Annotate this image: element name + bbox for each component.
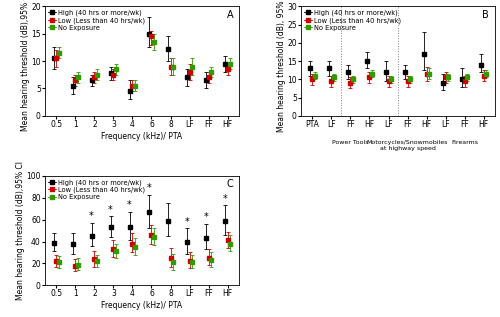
Text: Firearms: Firearms	[451, 140, 478, 145]
Text: *: *	[204, 212, 208, 223]
Text: A: A	[226, 10, 233, 20]
Text: *: *	[89, 211, 94, 221]
Text: *: *	[222, 194, 227, 204]
X-axis label: Frequency (kHz)/ PTA: Frequency (kHz)/ PTA	[102, 132, 182, 141]
Y-axis label: Mean hearing threshold (dB),95% CI: Mean hearing threshold (dB),95% CI	[16, 161, 25, 300]
Legend: High (40 hrs or more/wk), Low (Less than 40 hrs/wk), No Exposure: High (40 hrs or more/wk), Low (Less than…	[47, 178, 147, 202]
Text: B: B	[482, 10, 489, 20]
Y-axis label: Mean hearing threshold (dB), 95% CI: Mean hearing threshold (dB), 95% CI	[276, 0, 285, 132]
Text: *: *	[108, 205, 113, 215]
Legend: High (40 hrs or more/wk), Low (Less than 40 hrs/wk), No Exposure: High (40 hrs or more/wk), Low (Less than…	[47, 8, 147, 32]
Text: Motorcycles/Snowmobiles
at highway speed: Motorcycles/Snowmobiles at highway speed	[367, 140, 448, 151]
Text: C: C	[226, 179, 233, 189]
X-axis label: Frequency (kHz)/ PTA: Frequency (kHz)/ PTA	[102, 301, 182, 310]
Text: *: *	[184, 217, 189, 227]
Text: *: *	[127, 200, 132, 210]
Text: Power Tools: Power Tools	[332, 140, 368, 145]
Legend: High (40 hrs or more/wk), Low (Less than 40 hrs/wk), No Exposure: High (40 hrs or more/wk), Low (Less than…	[303, 8, 403, 32]
Y-axis label: Mean hearing threshold (dB),95% CI: Mean hearing threshold (dB),95% CI	[21, 0, 30, 131]
Text: *: *	[146, 183, 151, 193]
